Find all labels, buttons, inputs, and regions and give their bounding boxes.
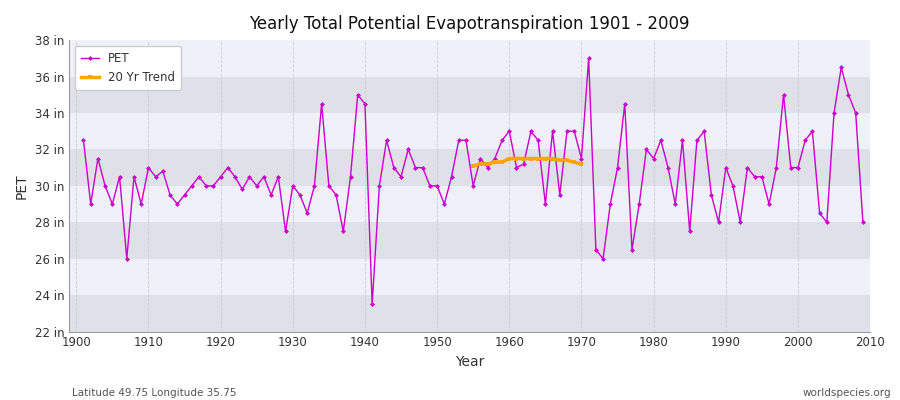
Bar [69, 113, 870, 150]
Title: Yearly Total Potential Evapotranspiration 1901 - 2009: Yearly Total Potential Evapotranspiratio… [249, 15, 689, 33]
20 Yr Trend [562, 158, 572, 163]
Bar [69, 222, 870, 259]
Y-axis label: PET: PET [15, 173, 29, 199]
20 Yr Trend [475, 162, 486, 166]
Bar [69, 186, 870, 222]
20 Yr Trend [490, 160, 500, 164]
PET [583, 56, 594, 61]
20 Yr Trend [468, 164, 479, 168]
20 Yr Trend [540, 156, 551, 161]
20 Yr Trend [511, 156, 522, 161]
PET [78, 138, 89, 143]
Text: worldspecies.org: worldspecies.org [803, 388, 891, 398]
Line: PET: PET [82, 56, 865, 306]
PET [504, 129, 515, 134]
Bar [69, 76, 870, 113]
Bar [69, 295, 870, 332]
20 Yr Trend [482, 162, 493, 166]
20 Yr Trend [576, 162, 587, 166]
Legend: PET, 20 Yr Trend: PET, 20 Yr Trend [75, 46, 181, 90]
Bar [69, 40, 870, 76]
X-axis label: Year: Year [454, 355, 484, 369]
PET [367, 302, 378, 307]
20 Yr Trend [504, 156, 515, 161]
Bar [69, 259, 870, 295]
20 Yr Trend [497, 160, 508, 164]
20 Yr Trend [547, 156, 558, 161]
PET [136, 202, 147, 206]
20 Yr Trend [569, 160, 580, 164]
20 Yr Trend [526, 156, 536, 161]
PET [511, 165, 522, 170]
Text: Latitude 49.75 Longitude 35.75: Latitude 49.75 Longitude 35.75 [72, 388, 237, 398]
20 Yr Trend [518, 156, 529, 161]
PET [605, 202, 616, 206]
Line: 20 Yr Trend: 20 Yr Trend [471, 156, 583, 168]
20 Yr Trend [554, 158, 565, 163]
PET [858, 220, 868, 225]
PET [294, 192, 305, 197]
Bar [69, 150, 870, 186]
20 Yr Trend [533, 156, 544, 161]
PET [338, 229, 348, 234]
